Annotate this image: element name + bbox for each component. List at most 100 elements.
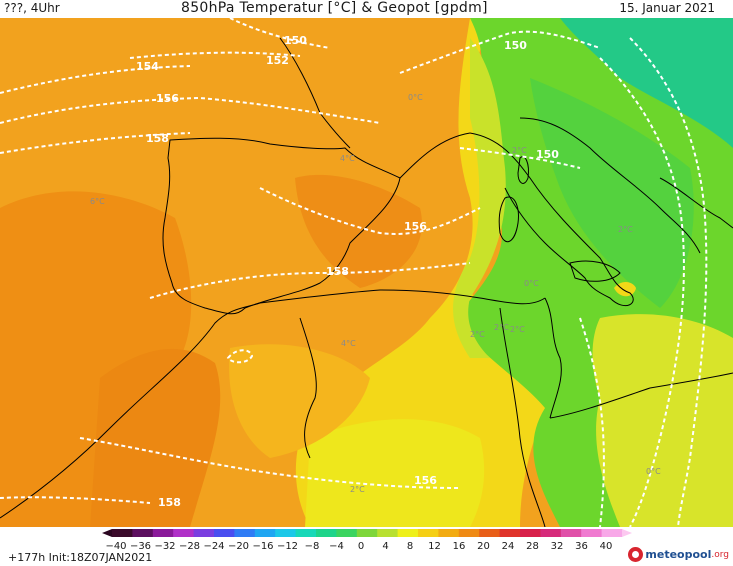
temperature-label: 2°C [510, 325, 525, 334]
colorbar-segment [540, 529, 562, 537]
colorbar-segment [214, 529, 235, 537]
temperature-label: 2°C [470, 330, 485, 339]
temperature-label: 2°C [494, 323, 509, 332]
colorbar-segment [418, 529, 439, 537]
logo-text: meteopool [645, 548, 712, 561]
colorbar-tick-label: −16 [252, 541, 273, 551]
colorbar-tick-label: 20 [477, 541, 490, 551]
colorbar-segment [438, 529, 460, 537]
colorbar-tick-label: −24 [203, 541, 224, 551]
temperature-label: 0°C [408, 93, 423, 102]
coastline-iberia [162, 137, 401, 315]
colorbar-segment [479, 529, 501, 537]
temperature-zone-light-orange [229, 344, 370, 458]
colorbar-tick-label: −36 [130, 541, 151, 551]
temperature-label: 6°C [90, 197, 105, 206]
isoline-158-med [149, 262, 471, 299]
colorbar-tick-label: 40 [600, 541, 613, 551]
colorbar-tick-label: −4 [329, 541, 344, 551]
isoline-label: 150 [284, 34, 307, 47]
colorbar-segment [581, 529, 603, 537]
colorbar-segment [336, 529, 358, 537]
colorbar-segment [132, 529, 154, 537]
meteopool-logo: meteopool .org [628, 547, 729, 562]
isoline-150-italy [459, 147, 581, 169]
coastline-france-south [399, 132, 471, 179]
geopotential-labels: 150 152 154 156 158 150 150 156 158 156 … [136, 34, 559, 509]
colorbar-segment [601, 529, 623, 537]
colorbar: −40 −36 −32 −28 −24 −20 −16 −12 −8 −4 0 4 8 12 16 20 24 2… [0, 527, 733, 566]
coastline-libya [549, 372, 733, 419]
temperature-label: 2°C [350, 485, 365, 494]
colorbar-segment [112, 529, 133, 537]
isoline-156-north [0, 96, 381, 124]
temperature-zone-yellow-spot [614, 282, 636, 297]
colorbar-tick-label: 12 [428, 541, 441, 551]
colorbar-tick-label: 32 [551, 541, 564, 551]
colorbar-segment [254, 529, 276, 537]
isoline-label: 150 [536, 148, 559, 161]
colorbar-tick-label: 8 [407, 541, 413, 551]
temperature-label: 4°C [340, 154, 355, 163]
temperature-label: 2°C [618, 225, 633, 234]
coastline-tunisia [544, 297, 562, 419]
temperature-zone-deep-west [0, 191, 192, 527]
colorbar-segment [458, 529, 480, 537]
isoline-label: 158 [146, 132, 169, 145]
colorbar-max-arrow [622, 529, 632, 537]
isoline-label: 156 [414, 474, 437, 487]
temperature-label: 4°C [341, 339, 356, 348]
temperature-label: 0°C [524, 279, 539, 288]
temperature-zone-yellow-south [305, 419, 485, 527]
colorbar-tick-label: −8 [305, 541, 320, 551]
isoline-label: 158 [326, 265, 349, 278]
isoline-east-3 [579, 317, 605, 527]
isoline-east-1 [599, 57, 685, 527]
temperature-zone-light-green [530, 78, 694, 308]
colorbar-segment [173, 529, 195, 537]
isoline-label: 154 [136, 60, 159, 73]
colorbar-tick-label: −12 [277, 541, 298, 551]
isoline-156-south [79, 437, 461, 489]
colorbar-tick-label: 24 [502, 541, 515, 551]
colorbar-tick-label: 16 [453, 541, 466, 551]
logo-tld: .org [711, 549, 729, 560]
colorbar-segment [316, 529, 337, 537]
border-algeria-tunisia [499, 307, 546, 527]
init-time-label: +177h Init:18Z07JAN2021 [8, 551, 153, 564]
isoline-east-2 [629, 37, 708, 527]
isoline-label: 156 [156, 92, 179, 105]
coastline-italy [469, 132, 634, 307]
temperature-zone-deep-iberia [295, 174, 422, 288]
colorbar-tick-label: −28 [179, 541, 200, 551]
temperature-zone-yellowgreen [453, 38, 506, 358]
isoline-152 [129, 51, 301, 59]
temperature-zone-yellow-east [592, 314, 733, 527]
isoline-154 [0, 65, 191, 94]
border-morocco-algeria [299, 317, 317, 459]
border-balkans [659, 177, 733, 229]
coastline-sardinia [498, 196, 519, 243]
isoline-label: 152 [266, 54, 289, 67]
colorbar-segment [520, 529, 541, 537]
colorbar-segment [193, 529, 215, 537]
temperature-zone-teal [560, 18, 733, 148]
isoline-150-alps [399, 30, 601, 74]
colorbar-segment [234, 529, 256, 537]
colorbar-tick-label: −32 [154, 541, 175, 551]
temperature-contour-labels: 0°C 4°C 6°C 2°C 4°C 0°C 2°C 2°C 2°C 0°C … [90, 93, 661, 494]
colorbar-tick-label: −40 [105, 541, 126, 551]
forecast-date: 15. Januar 2021 [619, 1, 715, 15]
colorbar-tick-label: 4 [382, 541, 388, 551]
coastline-italy-east [519, 117, 701, 254]
isoline-156-med [259, 187, 481, 235]
colorbar-segment [377, 529, 399, 537]
colorbar-min-arrow [102, 529, 112, 537]
temperature-label: 2°C [512, 146, 527, 155]
colorbar-segment [295, 529, 317, 537]
colorbar-segment [152, 529, 174, 537]
colorbar-segment [275, 529, 297, 537]
temperature-label: 0°C [646, 467, 661, 476]
isoline-label: 158 [158, 496, 181, 509]
isoline-150-north [229, 18, 331, 49]
